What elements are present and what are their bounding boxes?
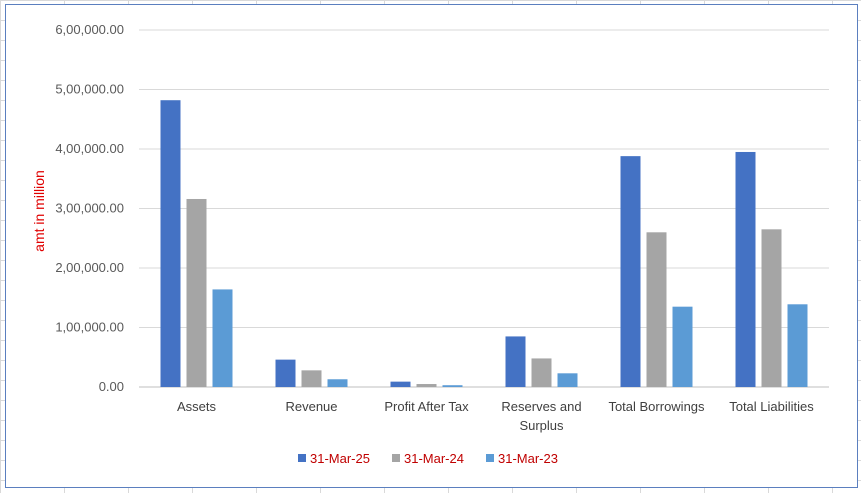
- bar[interactable]: [787, 304, 808, 387]
- y-tick-label: 3,00,000.00: [55, 201, 124, 216]
- bars: [160, 100, 808, 388]
- legend-swatch: [486, 454, 494, 462]
- legend-swatch: [298, 454, 306, 462]
- y-tick-label: 2,00,000.00: [55, 260, 124, 275]
- y-tick-label: 1,00,000.00: [55, 320, 124, 335]
- bar[interactable]: [301, 370, 322, 387]
- x-tick-label: Total Liabilities: [729, 399, 814, 414]
- x-tick-label: Assets: [177, 399, 217, 414]
- bar[interactable]: [620, 156, 641, 387]
- bar[interactable]: [505, 336, 526, 387]
- y-axis-ticks: 0.00 1,00,000.00 2,00,000.00 3,00,000.00 4,0…: [55, 22, 124, 394]
- x-tick-label: Reserves and: [501, 399, 581, 414]
- legend-label: 31-Mar-24: [404, 451, 464, 466]
- y-tick-label: 6,00,000.00: [55, 22, 124, 37]
- bar[interactable]: [327, 379, 348, 387]
- x-tick-label: Total Borrowings: [608, 399, 705, 414]
- bar[interactable]: [186, 198, 207, 387]
- x-tick-label: Profit After Tax: [384, 399, 469, 414]
- bar[interactable]: [416, 384, 437, 387]
- bar[interactable]: [761, 229, 782, 387]
- y-tick-label: 5,00,000.00: [55, 82, 124, 97]
- bar[interactable]: [531, 358, 552, 387]
- bar[interactable]: [442, 385, 463, 387]
- chart-area[interactable]: [5, 4, 858, 488]
- bar[interactable]: [672, 306, 693, 387]
- x-axis-labels: Assets Revenue Profit After Tax Reserves an…: [177, 399, 814, 433]
- legend: 31-Mar-25 31-Mar-24 31-Mar-23: [298, 451, 558, 466]
- bar[interactable]: [212, 289, 233, 387]
- x-tick-label: Revenue: [285, 399, 337, 414]
- bar[interactable]: [735, 151, 756, 387]
- y-tick-label: 4,00,000.00: [55, 141, 124, 156]
- legend-label: 31-Mar-23: [498, 451, 558, 466]
- bar[interactable]: [646, 232, 667, 387]
- bar[interactable]: [557, 373, 578, 387]
- legend-label: 31-Mar-25: [310, 451, 370, 466]
- bar[interactable]: [390, 381, 411, 387]
- x-tick-label: Surplus: [519, 418, 564, 433]
- gridlines: [139, 29, 829, 388]
- legend-swatch: [392, 454, 400, 462]
- bar[interactable]: [275, 359, 296, 387]
- bar[interactable]: [160, 100, 181, 388]
- y-tick-label: 0.00: [99, 379, 124, 394]
- y-axis-title: amt in million: [31, 170, 47, 252]
